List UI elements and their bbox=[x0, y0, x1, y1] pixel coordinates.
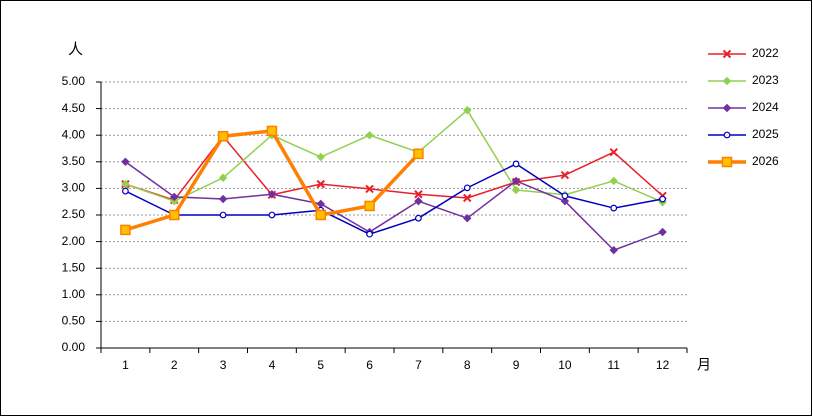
marker bbox=[218, 173, 228, 182]
marker bbox=[268, 211, 276, 219]
marker bbox=[364, 200, 375, 212]
marker bbox=[365, 130, 374, 140]
marker bbox=[463, 213, 472, 223]
x-tick-label: 4 bbox=[269, 358, 276, 372]
marker bbox=[170, 192, 179, 202]
x-tick-label: 3 bbox=[220, 358, 227, 372]
marker bbox=[170, 196, 179, 206]
marker bbox=[463, 193, 472, 203]
marker bbox=[267, 190, 277, 199]
y-tick-label: 1.00 bbox=[62, 287, 86, 301]
series-line bbox=[125, 109, 663, 203]
legend-marker bbox=[721, 156, 733, 168]
marker bbox=[315, 209, 326, 221]
legend-label: 2025 bbox=[752, 127, 779, 141]
y-tick-label: 5.00 bbox=[62, 74, 86, 88]
legend-label: 2026 bbox=[752, 154, 779, 168]
legend-label: 2024 bbox=[752, 100, 779, 114]
marker bbox=[560, 170, 570, 180]
y-tick-label: 0.00 bbox=[62, 340, 86, 354]
marker bbox=[316, 179, 325, 189]
x-tick-label: 12 bbox=[656, 358, 670, 372]
marker bbox=[316, 152, 325, 162]
x-tick-label: 2 bbox=[171, 358, 178, 372]
marker bbox=[658, 227, 667, 237]
series-line bbox=[124, 161, 663, 251]
y-tick-label: 0.50 bbox=[62, 314, 86, 328]
x-tick-label: 9 bbox=[513, 358, 520, 372]
x-tick-label: 10 bbox=[558, 358, 572, 372]
x-tick-label: 1 bbox=[122, 358, 129, 372]
x-tick-label: 8 bbox=[464, 358, 471, 372]
marker bbox=[121, 179, 130, 189]
y-tick-label: 3.00 bbox=[62, 181, 86, 195]
x-tick-label: 7 bbox=[415, 358, 422, 372]
x-tick-label: 11 bbox=[608, 358, 621, 372]
y-axis-label: 人 bbox=[68, 41, 83, 58]
marker bbox=[609, 148, 618, 157]
y-tick-label: 2.00 bbox=[62, 234, 86, 248]
marker bbox=[511, 176, 521, 186]
marker bbox=[120, 224, 131, 236]
marker bbox=[561, 192, 569, 200]
marker bbox=[218, 194, 228, 204]
marker bbox=[217, 131, 229, 142]
legend-label: 2023 bbox=[752, 73, 779, 87]
marker bbox=[463, 105, 472, 115]
marker bbox=[169, 209, 180, 221]
x-tick-label: 5 bbox=[317, 358, 324, 372]
marker bbox=[560, 196, 570, 206]
x-tick-label: 6 bbox=[366, 358, 373, 372]
marker bbox=[266, 125, 278, 137]
marker bbox=[413, 148, 424, 160]
legend-marker bbox=[722, 49, 732, 59]
marker bbox=[121, 157, 130, 167]
marker bbox=[414, 190, 423, 199]
marker bbox=[415, 214, 422, 222]
marker bbox=[511, 185, 521, 195]
marker bbox=[366, 230, 373, 238]
legend-marker bbox=[722, 103, 732, 113]
marker bbox=[122, 187, 129, 195]
marker bbox=[609, 176, 618, 186]
y-tick-label: 1.50 bbox=[62, 260, 86, 274]
marker bbox=[609, 245, 618, 255]
marker bbox=[414, 196, 423, 206]
marker bbox=[512, 160, 520, 168]
series-line bbox=[125, 163, 663, 235]
y-tick-label: 3.50 bbox=[62, 154, 86, 168]
y-tick-label: 4.50 bbox=[62, 101, 86, 115]
y-tick-label: 4.00 bbox=[62, 127, 86, 141]
marker bbox=[463, 184, 471, 192]
marker bbox=[365, 184, 374, 194]
legend-label: 2022 bbox=[752, 46, 779, 60]
y-tick-label: 2.50 bbox=[62, 207, 86, 221]
legend-marker bbox=[723, 131, 731, 139]
marker bbox=[659, 195, 666, 203]
marker bbox=[610, 204, 618, 212]
marker bbox=[219, 211, 227, 219]
legend-marker bbox=[722, 76, 732, 86]
x-axis-label: 月 bbox=[697, 357, 711, 373]
